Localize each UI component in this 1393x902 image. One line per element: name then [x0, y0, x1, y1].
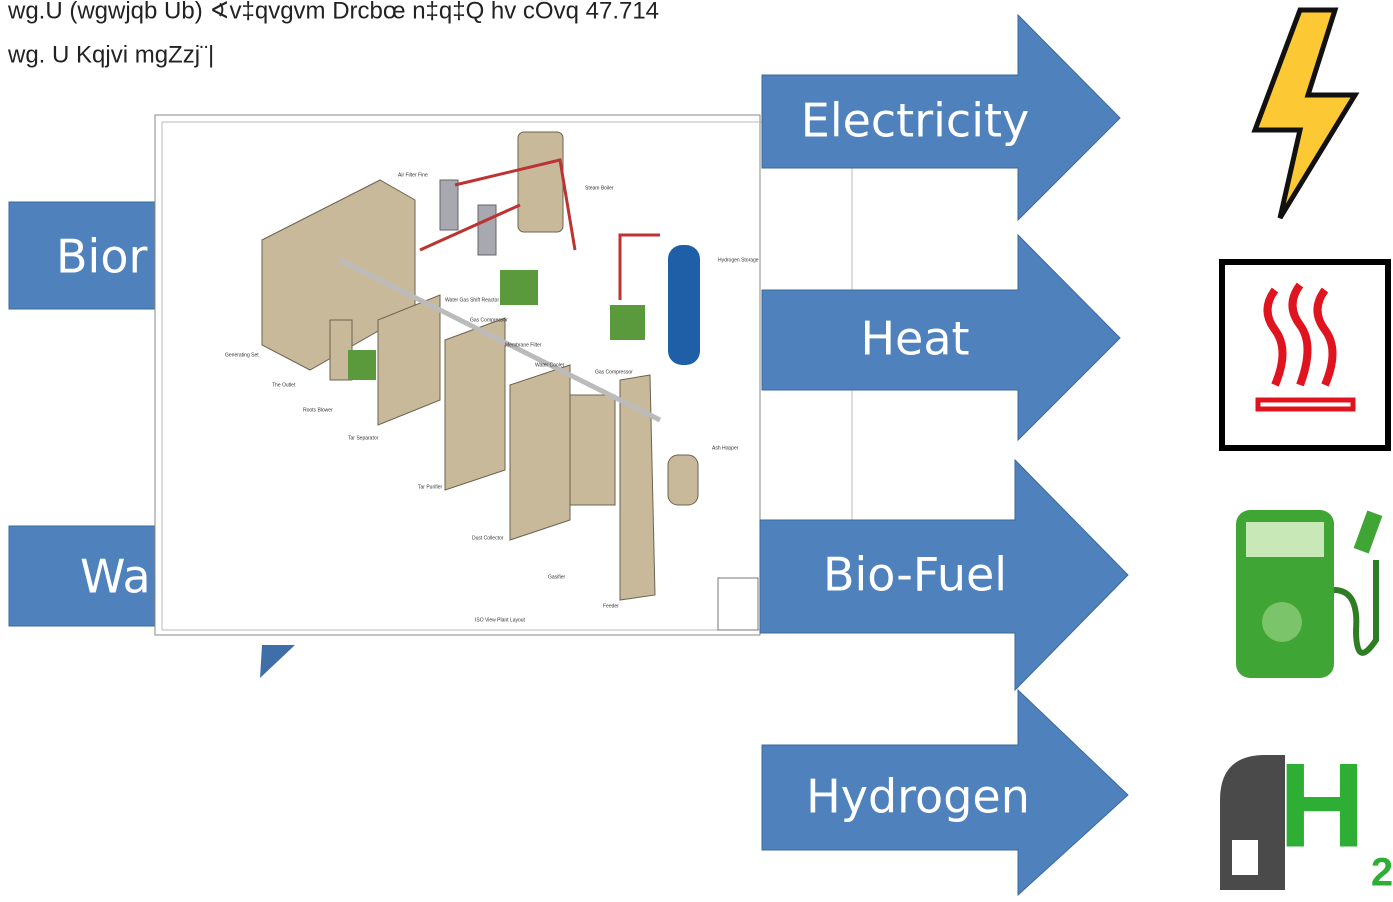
shape — [439, 179, 497, 256]
plant-label: ISO View Plant Layout — [475, 617, 526, 623]
plant-label: Air Filter Fine — [398, 172, 428, 178]
plant-label: Membrane Filter — [505, 342, 542, 348]
output-arrow — [759, 458, 1129, 692]
output-label: Heat — [860, 312, 969, 366]
shape — [261, 131, 699, 601]
shape — [419, 158, 660, 300]
hydrogen-tank — [668, 245, 700, 365]
title-block — [717, 577, 759, 631]
plant-image: Air Filter Fine Steam Boiler Hydrogen St… — [154, 114, 853, 636]
plant-label: Feeder — [603, 603, 619, 609]
header-line: wg.U (wgwjqb Ub) ∢v‡qvgvm Drcbœ n‡q‡Q hv… — [7, 0, 659, 24]
shape — [477, 204, 497, 256]
output-arrow — [761, 233, 1121, 442]
shape — [348, 270, 645, 380]
shape — [1333, 560, 1379, 656]
h2-letter: H — [1279, 739, 1366, 873]
shape — [1232, 840, 1258, 875]
plant-label: Water Gas Shift Reactor — [445, 297, 499, 303]
shape — [610, 305, 645, 340]
plant-label: Tar Purifier — [418, 484, 443, 490]
plant-label: Steam Boiler — [585, 185, 614, 191]
fuel-icon — [1236, 510, 1383, 678]
output-label: Electricity — [801, 94, 1030, 148]
shape — [619, 374, 656, 601]
shape — [439, 179, 459, 231]
plant-label: Hydrogen Storage — [718, 257, 759, 263]
arrow-tip — [260, 645, 295, 678]
shape — [500, 270, 538, 305]
output-arrow — [761, 13, 1121, 222]
plant-label: Gasifier — [548, 574, 566, 580]
input-label: Wa — [80, 550, 151, 604]
shape — [1255, 282, 1356, 412]
output-label: Bio-Fuel — [823, 548, 1007, 602]
plant-label: Roots Blower — [303, 407, 333, 413]
shape — [667, 454, 699, 506]
plant-label: Gas Compressor — [595, 369, 633, 375]
header-line: wg. U Kqjvi mgZzj¨| — [7, 41, 214, 68]
shape — [569, 394, 616, 506]
shape — [1246, 522, 1324, 557]
shape — [338, 257, 662, 423]
plant-label: Water Cooler — [535, 362, 565, 368]
plant-label: Gas Compressor — [470, 317, 508, 323]
shape — [1255, 397, 1356, 412]
shape — [517, 131, 564, 233]
output-arrow — [761, 688, 1129, 897]
plant-label: Dust Collector — [472, 535, 504, 541]
shape — [1262, 602, 1302, 642]
shape — [1313, 287, 1337, 387]
shape — [377, 294, 441, 426]
plant-label: Tar Separator — [348, 435, 379, 441]
input-label: Bior — [56, 230, 147, 284]
output-arrows: Electricity Heat Bio-Fuel Hydrogen — [759, 13, 1129, 897]
hydrogen-icon: H 2 — [1220, 739, 1393, 895]
shape — [1263, 287, 1287, 387]
shape — [348, 350, 376, 380]
h2-sub: 2 — [1371, 851, 1393, 895]
plant-label: Generating Set — [225, 352, 259, 358]
shape — [1353, 510, 1383, 554]
shape — [444, 317, 506, 491]
output-label: Hydrogen — [806, 770, 1030, 824]
plant-label: The Outlet — [272, 382, 296, 388]
icons: H 2 — [1219, 7, 1393, 895]
plant-labels: Air Filter Fine Steam Boiler Hydrogen St… — [225, 172, 759, 623]
lightning-icon — [1251, 7, 1360, 220]
plant-label: Ash Hopper — [712, 445, 739, 451]
shape — [1288, 282, 1312, 387]
shape — [509, 364, 571, 541]
